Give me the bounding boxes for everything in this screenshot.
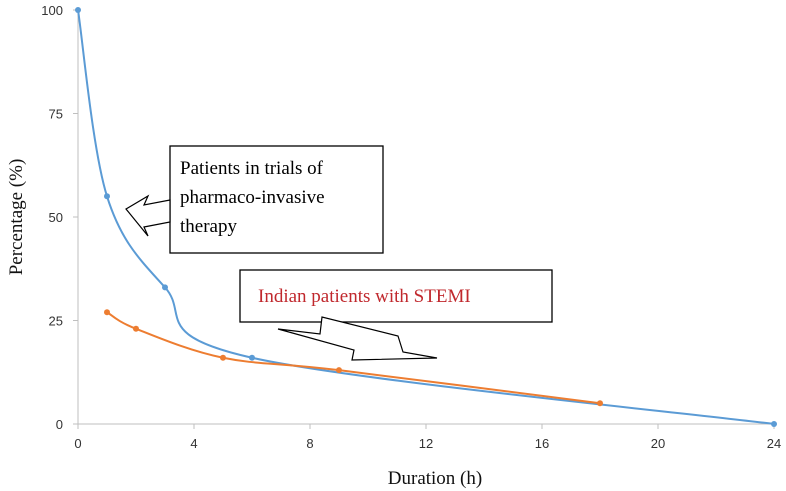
series-1-line xyxy=(77,9,775,425)
arrow-indian-icon xyxy=(277,316,438,361)
x-tick-label: 8 xyxy=(306,436,313,451)
annotation-trials-line-2: pharmaco-invasive xyxy=(180,187,325,208)
x-tick-label: 12 xyxy=(419,436,433,451)
annotation-trials-line-3: therapy xyxy=(180,216,237,237)
y-tick-label: 50 xyxy=(49,210,63,225)
y-tick-label: 100 xyxy=(41,3,63,18)
series-1-point xyxy=(75,7,81,13)
series-2-point xyxy=(336,367,342,374)
series-1-point xyxy=(104,193,110,200)
x-tick-label: 20 xyxy=(651,436,665,451)
annotation-indian-text: Indian patients with STEMI xyxy=(258,286,471,307)
y-tick-label: 25 xyxy=(49,314,63,329)
arrow-trials-icon xyxy=(125,194,171,237)
series-1-point xyxy=(162,284,168,291)
series-2-point xyxy=(597,400,603,407)
x-tick-label: 24 xyxy=(767,436,781,451)
series-2-point xyxy=(133,325,139,332)
x-tick-label: 4 xyxy=(190,436,197,451)
series-1-point xyxy=(771,421,777,427)
annotation-indian-box xyxy=(239,269,553,323)
axes: 0 25 50 75 100 0 4 8 12 16 20 24 xyxy=(41,3,781,451)
y-tick-label: 75 xyxy=(49,107,63,122)
annotation-trials: Patients in trials of pharmaco-invasive … xyxy=(169,145,384,254)
x-axis-title: Duration (h) xyxy=(388,468,482,489)
x-tick-label: 0 xyxy=(74,436,81,451)
series-1-point xyxy=(249,354,255,361)
y-axis-title: Percentage (%) xyxy=(6,159,27,276)
x-tick-label: 16 xyxy=(535,436,549,451)
series-layer xyxy=(75,7,777,427)
annotation-indian: Indian patients with STEMI xyxy=(239,269,553,323)
y-tick-label: 0 xyxy=(56,417,63,432)
series-2-point xyxy=(104,309,110,316)
annotation-trials-line-1: Patients in trials of xyxy=(180,158,324,179)
annotation-trials-box xyxy=(169,145,384,254)
series-2-point xyxy=(220,354,226,361)
